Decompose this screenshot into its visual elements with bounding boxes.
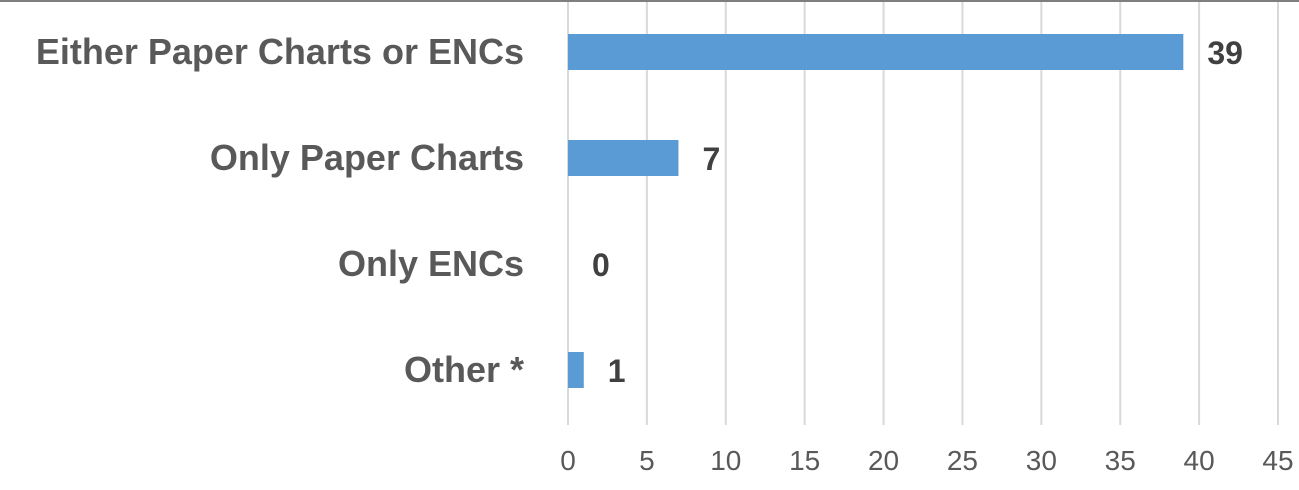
x-tick-label: 5 xyxy=(639,445,655,476)
x-tick-label: 30 xyxy=(1026,445,1057,476)
tick-label-layer: 0 5 10 15 20 25 30 35 40 45 xyxy=(560,445,1293,476)
x-tick-label: 20 xyxy=(868,445,899,476)
data-label: 39 xyxy=(1207,35,1243,71)
data-label: 1 xyxy=(608,353,626,389)
data-label: 7 xyxy=(702,141,720,177)
category-label-layer: Either Paper Charts or ENCs Only Paper Ch… xyxy=(36,31,524,390)
bar-layer xyxy=(568,34,1184,388)
grid-layer xyxy=(567,2,1279,425)
data-label: 0 xyxy=(592,247,610,283)
bar-1 xyxy=(568,140,679,176)
x-tick-label: 25 xyxy=(947,445,978,476)
x-tick-label: 45 xyxy=(1262,445,1293,476)
x-tick-label: 0 xyxy=(560,445,576,476)
category-label: Only ENCs xyxy=(338,243,524,284)
x-tick-label: 40 xyxy=(1184,445,1215,476)
x-tick-label: 35 xyxy=(1105,445,1136,476)
x-tick-label: 15 xyxy=(789,445,820,476)
data-label-layer: 39 7 0 1 xyxy=(592,35,1243,389)
category-label: Only Paper Charts xyxy=(210,137,524,178)
bar-3 xyxy=(568,352,584,388)
bar-0 xyxy=(568,34,1184,70)
category-label: Other * xyxy=(404,349,524,390)
x-tick-label: 10 xyxy=(710,445,741,476)
category-label: Either Paper Charts or ENCs xyxy=(36,31,524,72)
